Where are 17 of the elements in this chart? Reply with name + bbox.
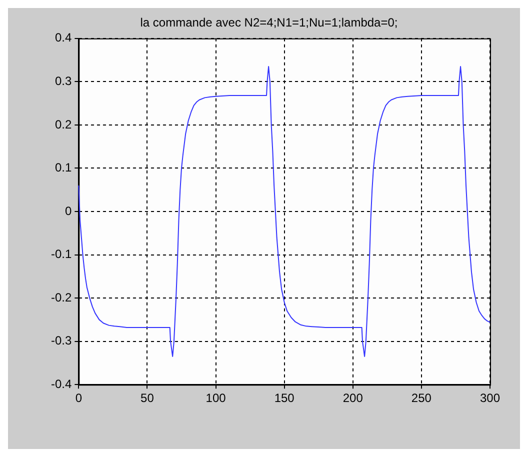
y-tick-label: 0 (64, 204, 72, 218)
y-tick-label: 0.2 (54, 117, 72, 132)
x-tick-label: 0 (75, 391, 82, 406)
y-tick-label: 0.4 (54, 30, 72, 45)
y-tick-label: -0.1 (50, 247, 72, 262)
y-tick-label: -0.4 (50, 376, 72, 391)
x-tick-label: 50 (140, 391, 154, 406)
y-tick-label: 0.3 (54, 74, 72, 88)
x-tick-label: 100 (206, 391, 226, 406)
x-tick-label: 150 (274, 391, 295, 406)
x-tick-label: 250 (411, 391, 432, 406)
y-tick-label: -0.3 (50, 334, 72, 348)
x-tick-label: 200 (342, 391, 364, 406)
y-tick-label: -0.2 (50, 290, 72, 304)
x-tick-label: 300 (480, 391, 500, 406)
y-tick-label: 0.1 (54, 160, 72, 175)
chart-title: la commande avec N2=4;N1=1;Nu=1;lambda=0; (140, 16, 398, 30)
